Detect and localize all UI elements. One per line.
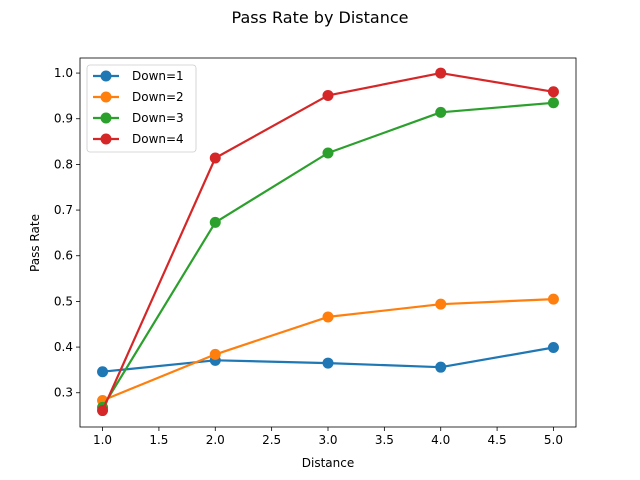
legend-item: Down=3: [93, 111, 184, 125]
data-point: [209, 152, 221, 164]
legend-marker: [100, 133, 112, 145]
data-point: [97, 366, 109, 378]
legend-label: Down=3: [132, 111, 184, 125]
y-tick-label: 1.0: [54, 66, 73, 80]
data-point: [435, 361, 447, 373]
y-tick-label: 0.6: [54, 249, 73, 263]
legend-label: Down=4: [132, 132, 184, 146]
legend-label: Down=2: [132, 90, 184, 104]
series-down-2: [97, 293, 559, 407]
x-tick-label: 4.0: [431, 433, 450, 447]
data-point: [322, 147, 334, 159]
legend-item: Down=1: [93, 69, 184, 83]
x-tick-label: 2.5: [262, 433, 281, 447]
y-tick-label: 0.4: [54, 340, 73, 354]
x-tick-label: 3.5: [375, 433, 394, 447]
y-tick-label: 0.3: [54, 386, 73, 400]
data-point: [322, 311, 334, 323]
x-tick-label: 3.0: [318, 433, 337, 447]
data-point: [547, 97, 559, 109]
x-tick-label: 1.5: [149, 433, 168, 447]
data-point: [547, 86, 559, 98]
data-point: [547, 342, 559, 354]
legend-marker: [100, 70, 112, 82]
legend-marker: [100, 112, 112, 124]
x-tick-label: 5.0: [544, 433, 563, 447]
legend-box: [86, 64, 197, 153]
chart-title: Pass Rate by Distance: [232, 8, 409, 27]
y-tick-label: 0.5: [54, 294, 73, 308]
legend: Down=1 Down=2 Down=3 Down=4: [86, 64, 197, 153]
x-tick-label: 1.0: [93, 433, 112, 447]
series-down-1: [97, 342, 559, 378]
data-point: [322, 357, 334, 369]
y-tick-label: 0.8: [54, 157, 73, 171]
x-tick-label: 4.5: [488, 433, 507, 447]
data-point: [435, 67, 447, 79]
x-axis-label: Distance: [302, 456, 354, 470]
data-point: [209, 216, 221, 228]
x-axis-ticks: 1.0 1.5 2.0 2.5 3.0 3.5 4.0 4.5 5.0: [93, 427, 563, 447]
y-axis-ticks: 0.3 0.4 0.5 0.6 0.7 0.8 0.9 1.0: [54, 66, 80, 400]
plot-frame: [79, 57, 577, 428]
data-point: [547, 293, 559, 305]
x-tick-label: 2.0: [206, 433, 225, 447]
legend-label: Down=1: [132, 69, 184, 83]
legend-item: Down=4: [93, 132, 184, 146]
y-tick-label: 0.9: [54, 112, 73, 126]
y-tick-label: 0.7: [54, 203, 73, 217]
legend-item: Down=2: [93, 90, 184, 104]
data-point: [209, 348, 221, 360]
y-axis-label: Pass Rate: [28, 214, 42, 272]
data-point: [322, 89, 334, 101]
data-point: [435, 298, 447, 310]
data-point: [435, 106, 447, 118]
series-down-4: [97, 67, 559, 417]
data-point: [97, 405, 109, 417]
series-layer: [97, 67, 559, 417]
legend-marker: [100, 91, 112, 103]
